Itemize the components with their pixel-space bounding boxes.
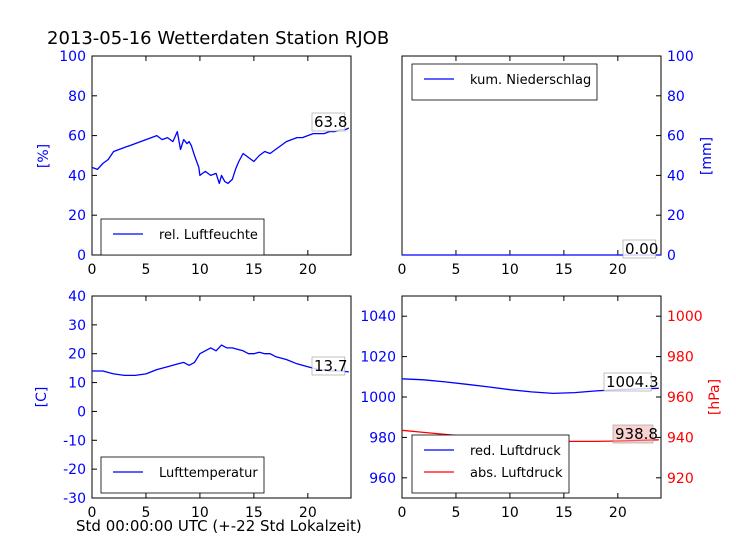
temp-series-line [92, 344, 349, 377]
pressure-abs-last-value: 938.8 [615, 425, 658, 443]
pressure-legend-label: abs. Luftdruck [470, 466, 563, 481]
pressure-xtick-label: 15 [555, 505, 573, 521]
temp-xtick-label: 20 [299, 505, 317, 521]
precip-xtick-label: 10 [501, 262, 519, 278]
humidity-ytick-label: 80 [68, 89, 86, 105]
temp-legend-label: Lufttemperatur [159, 466, 258, 481]
precip-ytick-label: 80 [667, 89, 685, 105]
pressure-xtick-label: 10 [501, 505, 519, 521]
pressure-left-ytick-label: 980 [369, 430, 396, 446]
pressure-left-ytick-label: 1000 [360, 390, 396, 406]
precip-ytick-label: 0 [667, 248, 676, 264]
temp-ytick-label: -20 [63, 462, 86, 478]
temp-ylabel: [C] [34, 387, 50, 408]
humidity-xtick-label: 15 [245, 262, 263, 278]
humidity-xtick-label: 10 [191, 262, 209, 278]
temp-xtick-label: 15 [245, 505, 263, 521]
humidity-ytick-label: 100 [59, 49, 86, 65]
pressure-right-ytick-label: 960 [667, 390, 694, 406]
precip-last-value: 0.00 [625, 240, 658, 258]
pressure-xtick-label: 20 [609, 505, 627, 521]
pressure-xtick-label: 5 [451, 505, 460, 521]
pressure-ylabel: [hPa] [707, 379, 723, 415]
precip-xtick-label: 15 [555, 262, 573, 278]
figure-xlabel: Std 00:00:00 UTC (+-22 Std Lokalzeit) [76, 517, 362, 535]
temp-last-value-box [311, 356, 346, 376]
humidity-last-value: 63.8 [314, 113, 347, 131]
precip-legend-label: kum. Niederschlag [470, 73, 591, 88]
precip-ytick-label: 20 [667, 208, 685, 224]
humidity-ytick-label: 0 [77, 248, 86, 264]
pressure-right-ytick-label: 1000 [667, 309, 703, 325]
precip-ylabel: [mm] [699, 137, 715, 175]
temp-xtick-label: 0 [88, 505, 97, 521]
humidity-last-value-box [311, 112, 346, 132]
temp-ytick-label: 20 [68, 347, 86, 363]
precip-xtick-label: 5 [451, 262, 460, 278]
temp-ytick-label: 0 [77, 404, 86, 420]
temp-ytick-label: -10 [63, 433, 86, 449]
temp-legend-box [100, 456, 265, 494]
figure-title: 2013-05-16 Wetterdaten Station RJOB [47, 28, 389, 49]
temp-ytick-label: -30 [63, 491, 86, 507]
precip-last-value-box [622, 239, 657, 259]
temp-frame [91, 295, 352, 499]
pressure-legend-label: red. Luftdruck [470, 444, 561, 459]
temp-ytick-label: 10 [68, 376, 86, 392]
humidity-legend-box [100, 218, 265, 256]
temp-xtick-label: 10 [191, 505, 209, 521]
pressure-right-ytick-label: 980 [667, 350, 694, 366]
humidity-xtick-label: 5 [141, 262, 150, 278]
humidity-xtick-label: 0 [88, 262, 97, 278]
humidity-legend-label: rel. Luftfeuchte [159, 228, 258, 243]
temp-ytick-label: 30 [68, 318, 86, 334]
pressure-red-last-value: 1004.3 [606, 373, 659, 391]
precip-ytick-label: 40 [667, 168, 685, 184]
pressure-left-ytick-label: 960 [369, 471, 396, 487]
pressure-left-ytick-label: 1040 [360, 309, 396, 325]
temp-last-value: 13.7 [314, 357, 347, 375]
precip-legend-box [411, 63, 598, 101]
precip-ytick-label: 100 [667, 49, 694, 65]
precip-xtick-label: 20 [609, 262, 627, 278]
pressure-right-ytick-label: 940 [667, 430, 694, 446]
precip-ytick-label: 60 [667, 129, 685, 145]
humidity-series-line [91, 127, 350, 185]
humidity-ytick-label: 60 [68, 129, 86, 145]
pressure-xtick-label: 0 [398, 505, 407, 521]
humidity-ytick-label: 40 [68, 168, 86, 184]
temp-xtick-label: 5 [141, 505, 150, 521]
humidity-xtick-label: 20 [299, 262, 317, 278]
humidity-ylabel: [%] [36, 144, 52, 168]
humidity-ytick-label: 20 [68, 208, 86, 224]
temp-ytick-label: 40 [68, 289, 86, 305]
precip-xtick-label: 0 [398, 262, 407, 278]
pressure-right-ytick-label: 920 [667, 471, 694, 487]
pressure-abs-last-value-box [612, 424, 654, 444]
pressure-red-last-value-box [603, 372, 652, 392]
pressure-left-ytick-label: 1020 [360, 350, 396, 366]
pressure-legend-box [411, 434, 570, 494]
